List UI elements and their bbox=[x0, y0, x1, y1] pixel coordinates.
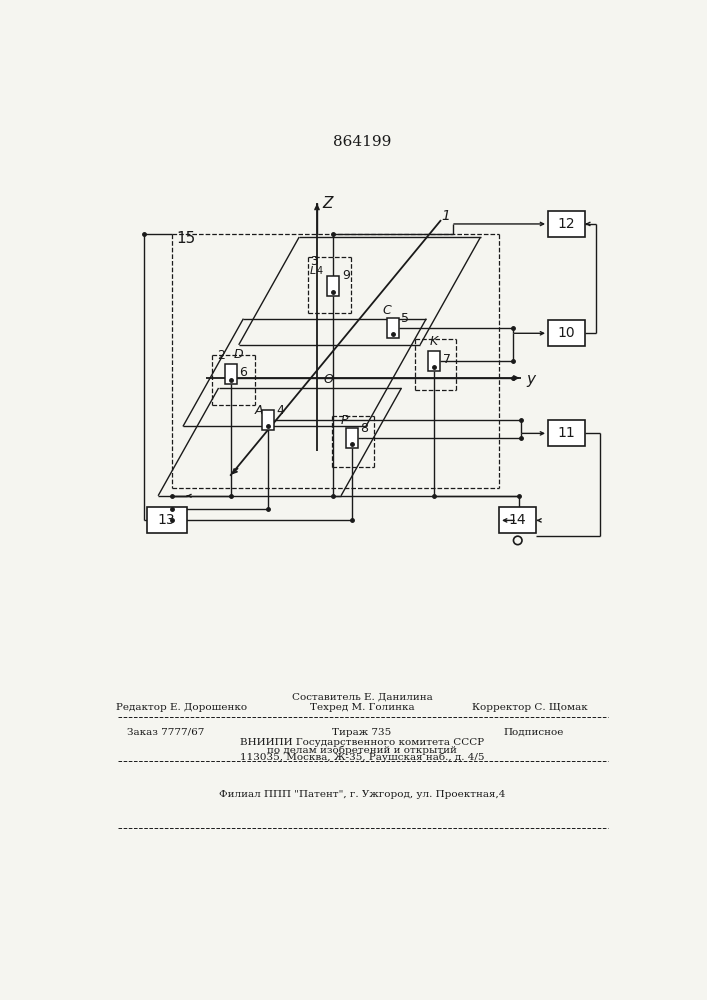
Text: Техред М. Голинка: Техред М. Голинка bbox=[310, 703, 414, 712]
Text: Тираж 735: Тираж 735 bbox=[332, 728, 392, 737]
Bar bbox=[346, 428, 358, 448]
Text: ВНИИПИ Государственного комитета СССР: ВНИИПИ Государственного комитета СССР bbox=[240, 738, 484, 747]
Text: 2: 2 bbox=[217, 349, 225, 362]
Text: O: O bbox=[323, 373, 333, 386]
Bar bbox=[428, 351, 440, 371]
Text: L: L bbox=[310, 266, 316, 276]
Bar bbox=[262, 410, 274, 430]
Text: 864199: 864199 bbox=[333, 135, 391, 149]
Text: 7: 7 bbox=[443, 353, 450, 366]
Text: Z: Z bbox=[322, 196, 333, 211]
Text: Подписное: Подписное bbox=[504, 728, 564, 737]
Text: K: K bbox=[430, 335, 438, 348]
Text: 10: 10 bbox=[558, 326, 575, 340]
Text: Заказ 7777/67: Заказ 7777/67 bbox=[127, 728, 204, 737]
Text: 13: 13 bbox=[158, 513, 175, 527]
Text: Филиал ППП "Патент", г. Ужгород, ул. Проектная,4: Филиал ППП "Патент", г. Ужгород, ул. Про… bbox=[218, 790, 505, 799]
Text: Редактор Е. Дорошенко: Редактор Е. Дорошенко bbox=[116, 703, 247, 712]
Text: Корректор С. Щомак: Корректор С. Щомак bbox=[472, 703, 588, 712]
Bar bbox=[225, 364, 237, 384]
Text: Составитель Е. Данилина: Составитель Е. Данилина bbox=[291, 693, 432, 702]
Text: 6: 6 bbox=[240, 366, 247, 379]
Text: 4: 4 bbox=[276, 404, 285, 417]
Text: 5: 5 bbox=[402, 312, 409, 325]
Text: P: P bbox=[340, 414, 348, 427]
Text: 1: 1 bbox=[442, 209, 450, 223]
Text: D: D bbox=[234, 348, 244, 361]
Text: A: A bbox=[255, 404, 263, 417]
Text: y: y bbox=[526, 372, 535, 387]
Text: 9: 9 bbox=[343, 269, 351, 282]
Text: 8: 8 bbox=[361, 422, 368, 435]
Text: 15: 15 bbox=[177, 231, 196, 246]
Bar bbox=[499, 507, 537, 533]
Text: C: C bbox=[382, 304, 391, 317]
Bar bbox=[548, 420, 585, 446]
Text: 3: 3 bbox=[310, 255, 318, 268]
Bar bbox=[387, 318, 399, 338]
Bar bbox=[327, 276, 339, 296]
Bar bbox=[146, 507, 187, 533]
Text: 12: 12 bbox=[558, 217, 575, 231]
Bar bbox=[548, 320, 585, 346]
Text: 14: 14 bbox=[509, 513, 527, 527]
Text: 113035, Москва, Ж-35, Раушская наб., д. 4/5: 113035, Москва, Ж-35, Раушская наб., д. … bbox=[240, 753, 484, 762]
Bar bbox=[548, 211, 585, 237]
Text: 4: 4 bbox=[316, 266, 322, 276]
Text: 11: 11 bbox=[558, 426, 575, 440]
Text: по делам изобретений и открытий: по делам изобретений и открытий bbox=[267, 746, 457, 755]
